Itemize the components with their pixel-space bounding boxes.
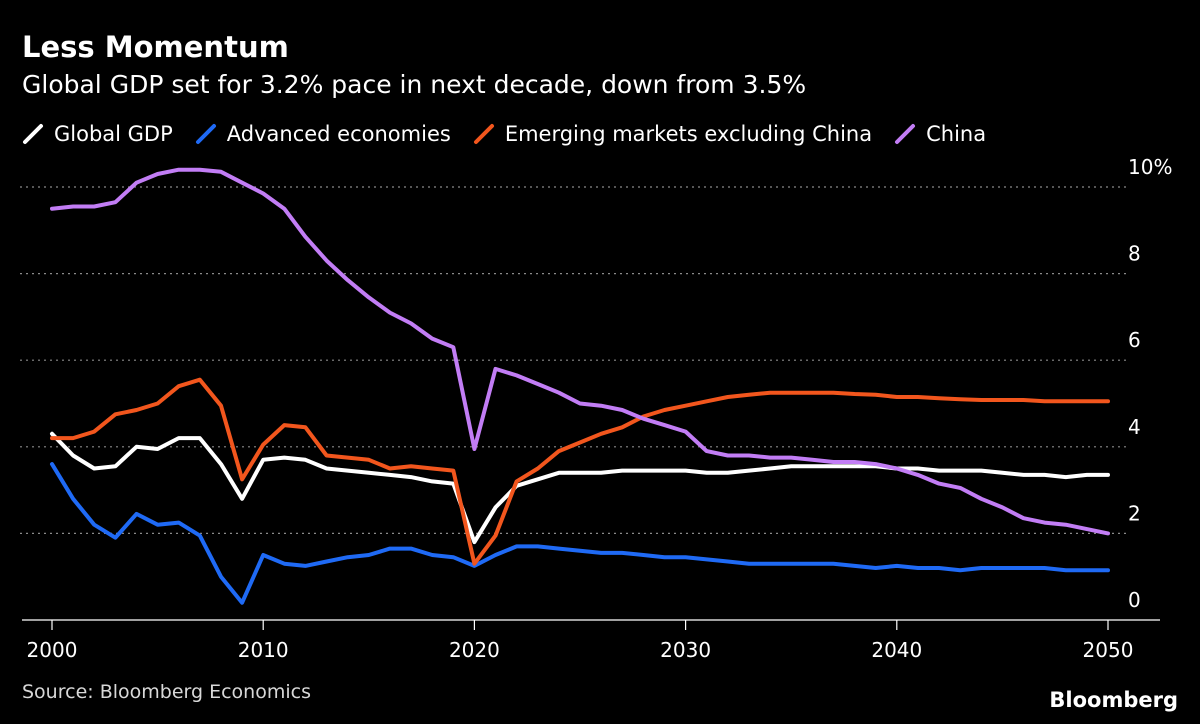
x-tick-label: 2020 [449, 638, 500, 662]
legend-item: Emerging markets excluding China [473, 122, 872, 146]
x-tick-label: 2000 [27, 638, 78, 662]
x-tick-label: 2040 [871, 638, 922, 662]
series-line-global-gdp [50, 431, 1110, 545]
x-tick-label: 2010 [238, 638, 289, 662]
x-axis: 2000 2010 2020 2030 2040 2050 [22, 619, 1160, 662]
chart-title: Less Momentum [22, 30, 289, 64]
legend: Global GDP Advanced economies Emerging mar… [22, 122, 1008, 146]
x-tick-label: 2050 [1083, 638, 1134, 662]
legend-item: Advanced economies [195, 122, 451, 146]
y-axis-tick-labels: 0 2 4 6 8 10% [1128, 155, 1172, 612]
series-line-china [50, 167, 1110, 536]
series-line-emerging-markets-excluding-china [50, 377, 1110, 566]
legend-swatch [473, 124, 494, 144]
series-line-advanced-economies [50, 462, 1110, 605]
y-tick-label: 4 [1128, 415, 1141, 439]
legend-swatch [195, 124, 216, 144]
y-tick-label: 8 [1128, 242, 1141, 266]
source-note: Source: Bloomberg Economics [22, 681, 311, 703]
legend-label: Emerging markets excluding China [504, 122, 873, 146]
y-tick-label: 6 [1128, 328, 1141, 352]
legend-swatch [23, 124, 43, 144]
gridlines [20, 186, 1130, 535]
x-tick-label: 2030 [660, 638, 711, 662]
brand-logo: Bloomberg [1049, 688, 1178, 712]
y-tick-label: 10% [1128, 155, 1172, 179]
y-tick-label: 2 [1128, 501, 1141, 525]
series-lines [50, 167, 1110, 605]
chart-subtitle: Global GDP set for 3.2% pace in next dec… [22, 70, 807, 99]
legend-swatch [895, 124, 916, 144]
y-tick-label: 0 [1128, 588, 1141, 612]
legend-item: Global GDP [22, 122, 173, 146]
legend-item: China [894, 122, 986, 146]
legend-label: China [926, 122, 987, 146]
legend-label: Advanced economies [226, 122, 451, 146]
legend-label: Global GDP [54, 122, 173, 146]
